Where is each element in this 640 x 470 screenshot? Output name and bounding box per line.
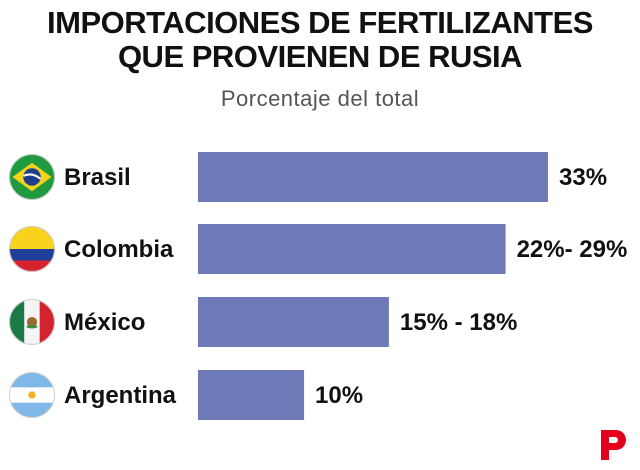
bar — [198, 370, 305, 420]
bar — [198, 224, 506, 274]
mexico-flag-icon — [9, 299, 55, 345]
value-label: 22%- 29% — [517, 236, 628, 263]
publisher-logo-icon — [601, 430, 626, 460]
value-label: 10% — [315, 382, 363, 409]
argentina-flag-icon — [9, 372, 55, 418]
colombia-flag-icon — [9, 226, 55, 272]
value-label: 33% — [559, 164, 607, 191]
category-label: Colombia — [64, 236, 174, 263]
value-label: 15% - 18% — [400, 309, 517, 336]
title-line-1: IMPORTACIONES DE FERTILIZANTES — [47, 5, 593, 40]
category-label: Argentina — [64, 382, 177, 409]
category-label: México — [64, 309, 145, 336]
category-label: Brasil — [64, 164, 131, 191]
bar — [198, 297, 389, 347]
bar — [198, 152, 548, 202]
chart-subtitle: Porcentaje del total — [220, 86, 420, 111]
chart-title: IMPORTACIONES DE FERTILIZANTES QUE PROVI… — [0, 6, 640, 74]
brazil-flag-icon — [9, 154, 55, 200]
title-line-2: QUE PROVIENEN DE RUSIA — [117, 39, 523, 74]
